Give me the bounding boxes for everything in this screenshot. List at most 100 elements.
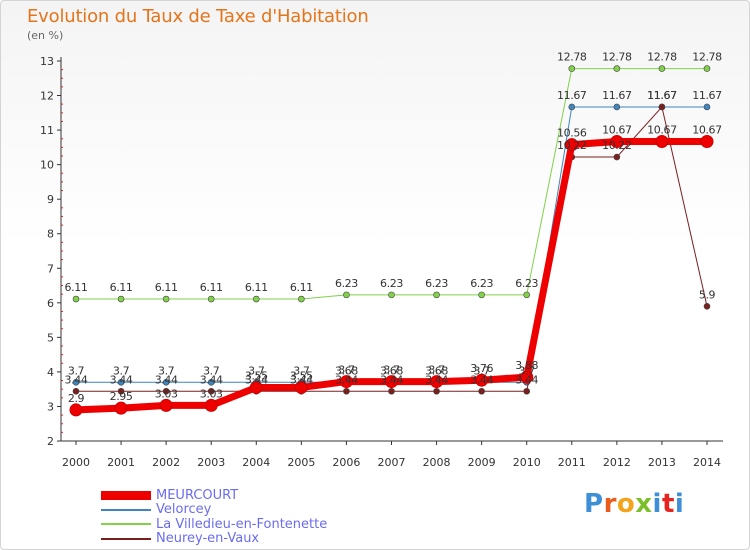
data-point: [72, 295, 80, 303]
data-label: 6.11: [155, 281, 178, 294]
data-label: 6.23: [470, 277, 493, 290]
data-point: [478, 291, 485, 299]
data-point: [162, 378, 170, 386]
data-point: [159, 398, 173, 412]
x-tick-label: 2010: [513, 456, 541, 469]
data-label: 3.7: [473, 364, 490, 377]
data-point: [252, 295, 260, 303]
data-point: [475, 373, 489, 387]
data-point: [207, 378, 215, 386]
legend-item: Neurey-en-Vaux: [101, 531, 327, 547]
data-label: 3.44: [290, 373, 313, 386]
y-tick-label: 12: [40, 90, 54, 103]
data-point: [343, 291, 350, 299]
x-tick-label: 2007: [378, 456, 406, 469]
legend-item: La Villedieu-en-Fontenette: [101, 517, 327, 532]
data-label: 6.11: [245, 281, 268, 294]
data-point: [339, 375, 353, 389]
data-label: 6.23: [380, 277, 403, 290]
data-label: 3.68: [335, 364, 358, 377]
data-point: [343, 387, 350, 395]
y-tick-label: 9: [47, 193, 54, 206]
data-label: 10.22: [602, 139, 632, 152]
data-label: 6.23: [425, 277, 448, 290]
data-point: [658, 65, 666, 72]
data-label: 3.76: [470, 362, 493, 375]
data-point: [565, 138, 579, 152]
data-label: 2.95: [110, 390, 133, 403]
x-tick-label: 2004: [242, 456, 270, 469]
data-label: 3.44: [245, 373, 268, 386]
data-point: [388, 291, 395, 299]
y-tick-label: 2: [47, 435, 54, 448]
data-point: [207, 295, 215, 303]
data-label: 3.44: [515, 373, 538, 386]
x-tick-label: 2008: [423, 456, 451, 469]
data-label: 3.44: [65, 373, 88, 386]
legend-item: Velorcey: [101, 502, 327, 518]
data-label: 3.7: [158, 364, 175, 377]
logo-letter: r: [603, 489, 617, 519]
data-label: 6.23: [515, 277, 538, 290]
legend: MEURCOURT Velorcey La Villedieu-en-Fontene…: [101, 488, 327, 546]
data-label: 3.44: [110, 373, 133, 386]
data-label: 11.67: [647, 89, 677, 102]
x-tick-label: 2000: [62, 456, 90, 469]
x-tick-label: 2002: [152, 456, 180, 469]
data-point: [655, 134, 669, 148]
logo-letter: x: [635, 489, 653, 519]
data-label: 3.44: [200, 373, 223, 386]
legend-swatch: [101, 490, 151, 500]
x-tick-label: 2001: [107, 456, 135, 469]
data-point: [162, 295, 170, 303]
data-label: 12.78: [557, 51, 587, 64]
data-label: 10.67: [692, 123, 722, 136]
data-point: [700, 134, 714, 148]
data-label: 3.7: [68, 364, 85, 377]
data-point: [207, 387, 215, 395]
data-label: 3.7: [383, 364, 400, 377]
legend-label: Velorcey: [156, 502, 212, 518]
y-tick-label: 8: [47, 228, 54, 241]
data-point: [568, 65, 576, 72]
data-label: 3.55: [290, 369, 313, 382]
data-label: 6.11: [290, 281, 313, 294]
x-tick-label: 2013: [648, 456, 676, 469]
data-point: [249, 380, 263, 394]
data-label: 3.44: [470, 373, 493, 386]
legend-swatch: [101, 523, 151, 526]
data-point: [703, 65, 711, 72]
data-label: 3.44: [155, 373, 178, 386]
x-tick-label: 2006: [332, 456, 360, 469]
data-label: 10.56: [557, 127, 587, 140]
data-point: [520, 370, 534, 384]
data-label: 10.67: [602, 123, 632, 136]
x-tick-label: 2012: [603, 456, 631, 469]
series-line-2: [76, 68, 707, 300]
legend-swatch: [101, 537, 151, 540]
data-label: 6.11: [65, 281, 88, 294]
data-label: 11.67: [557, 89, 587, 102]
data-point: [703, 103, 711, 111]
data-label: 3.55: [245, 369, 268, 382]
data-label: 3.7: [338, 364, 355, 377]
logo-letter: P: [584, 489, 604, 519]
data-label: 12.78: [602, 51, 632, 64]
proxiti-logo: Proxiti: [584, 489, 684, 519]
logo-letter: i: [674, 489, 685, 519]
data-label: 2.9: [68, 392, 85, 405]
data-label: 10.67: [647, 123, 677, 136]
data-point: [162, 387, 170, 395]
legend-label: Neurey-en-Vaux: [156, 531, 260, 547]
logo-letter: t: [661, 489, 675, 519]
data-label: 3.7: [428, 364, 445, 377]
y-tick-label: 6: [47, 297, 54, 310]
data-point: [117, 378, 125, 386]
x-tick-label: 2005: [287, 456, 315, 469]
y-tick-label: 13: [40, 55, 54, 68]
data-point: [703, 302, 711, 310]
data-point: [613, 103, 621, 111]
y-tick-label: 7: [47, 262, 54, 275]
y-tick-label: 11: [40, 124, 54, 137]
